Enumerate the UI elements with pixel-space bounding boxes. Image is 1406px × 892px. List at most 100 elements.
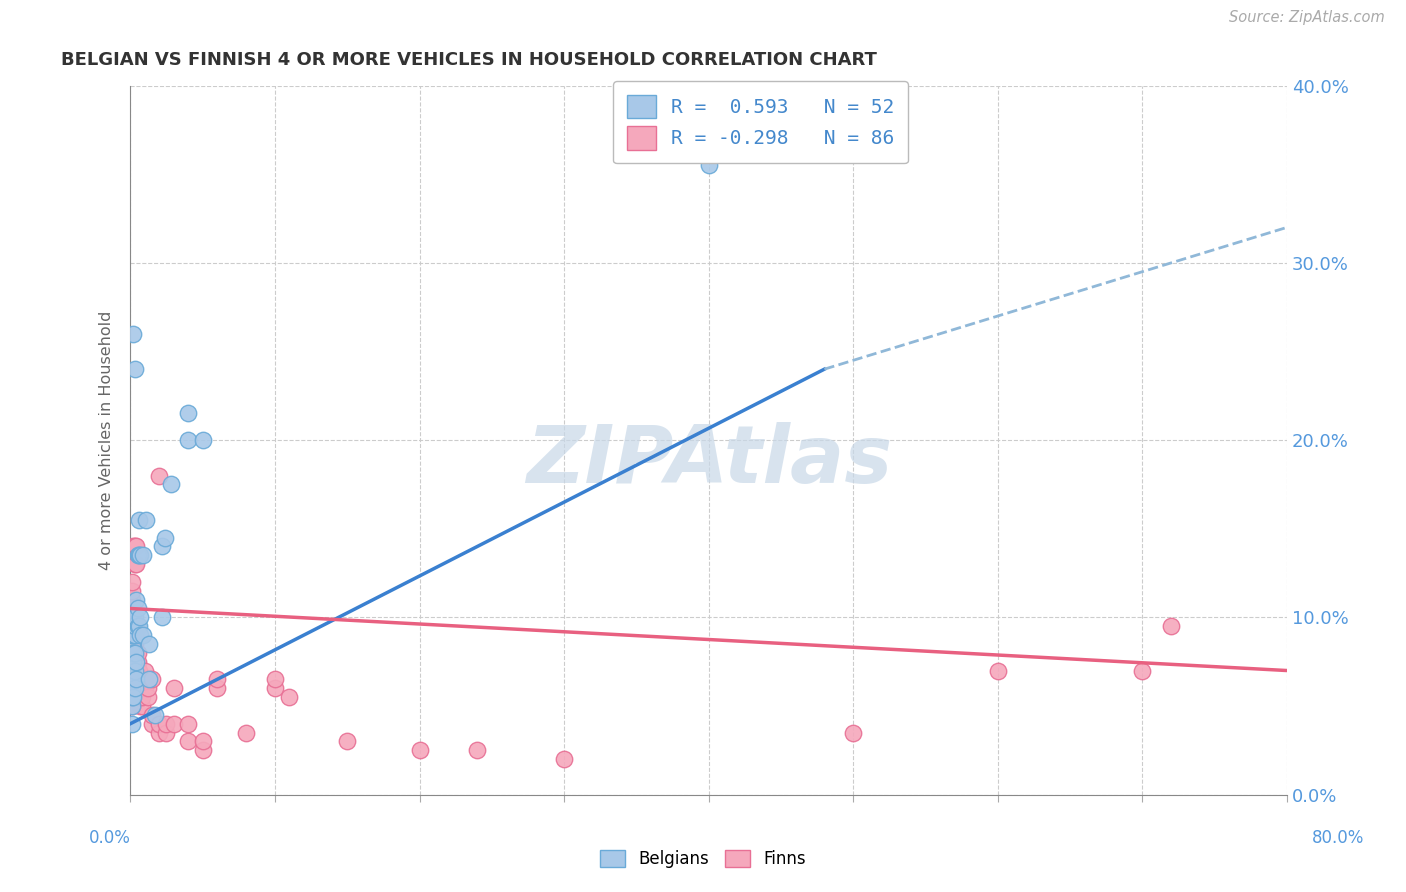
Point: [121, 690, 143, 705]
Point: [842, 725, 865, 739]
Point: [124, 646, 146, 660]
Point: [128, 513, 150, 527]
Point: [467, 743, 489, 757]
Point: [134, 664, 156, 678]
Point: [121, 716, 143, 731]
Point: [122, 610, 145, 624]
Point: [124, 362, 146, 376]
Legend: R =  0.593   N = 52, R = -0.298   N = 86: R = 0.593 N = 52, R = -0.298 N = 86: [613, 81, 908, 163]
Point: [136, 690, 159, 705]
Point: [138, 637, 160, 651]
Point: [121, 664, 143, 678]
Point: [124, 557, 146, 571]
Point: [1160, 619, 1182, 633]
Point: [122, 690, 145, 705]
Text: BELGIAN VS FINNISH 4 OR MORE VEHICLES IN HOUSEHOLD CORRELATION CHART: BELGIAN VS FINNISH 4 OR MORE VEHICLES IN…: [60, 51, 877, 69]
Point: [121, 646, 143, 660]
Point: [134, 681, 156, 696]
Point: [141, 673, 163, 687]
Point: [121, 655, 143, 669]
Point: [121, 690, 143, 705]
Point: [122, 628, 145, 642]
Point: [124, 664, 146, 678]
Point: [121, 681, 143, 696]
Point: [127, 681, 149, 696]
Point: [121, 628, 143, 642]
Point: [697, 158, 720, 172]
Point: [141, 707, 163, 722]
Point: [129, 628, 152, 642]
Point: [124, 628, 146, 642]
Point: [159, 477, 181, 491]
Point: [129, 549, 152, 563]
Point: [121, 574, 143, 589]
Point: [125, 655, 148, 669]
Point: [122, 540, 145, 554]
Point: [177, 734, 200, 748]
Point: [127, 646, 149, 660]
Point: [121, 610, 143, 624]
Point: [191, 433, 214, 447]
Point: [128, 664, 150, 678]
Point: [121, 681, 143, 696]
Point: [191, 734, 214, 748]
Point: [125, 592, 148, 607]
Point: [122, 655, 145, 669]
Point: [264, 681, 287, 696]
Point: [127, 549, 149, 563]
Point: [128, 619, 150, 633]
Point: [121, 646, 143, 660]
Point: [1132, 664, 1154, 678]
Point: [121, 637, 143, 651]
Point: [129, 698, 152, 713]
Point: [121, 583, 143, 598]
Point: [121, 655, 143, 669]
Point: [129, 681, 152, 696]
Point: [122, 646, 145, 660]
Point: [136, 681, 159, 696]
Point: [121, 628, 143, 642]
Point: [264, 673, 287, 687]
Point: [122, 673, 145, 687]
Point: [127, 673, 149, 687]
Point: [125, 655, 148, 669]
Point: [177, 716, 200, 731]
Point: [121, 592, 143, 607]
Point: [127, 601, 149, 615]
Point: [125, 557, 148, 571]
Point: [987, 664, 1010, 678]
Point: [124, 540, 146, 554]
Point: [278, 690, 301, 705]
Point: [124, 646, 146, 660]
Point: [121, 619, 143, 633]
Point: [124, 673, 146, 687]
Point: [124, 637, 146, 651]
Point: [127, 664, 149, 678]
Text: Source: ZipAtlas.com: Source: ZipAtlas.com: [1229, 11, 1385, 25]
Point: [127, 619, 149, 633]
Legend: Belgians, Finns: Belgians, Finns: [593, 843, 813, 875]
Point: [132, 549, 155, 563]
Point: [124, 664, 146, 678]
Point: [121, 698, 143, 713]
Point: [122, 673, 145, 687]
Point: [148, 468, 170, 483]
Point: [131, 690, 153, 705]
Point: [408, 743, 430, 757]
Point: [121, 664, 143, 678]
Point: [134, 673, 156, 687]
Point: [155, 725, 177, 739]
Point: [122, 326, 145, 341]
Point: [121, 637, 143, 651]
Point: [122, 646, 145, 660]
Point: [125, 664, 148, 678]
Point: [128, 549, 150, 563]
Point: [205, 681, 228, 696]
Point: [205, 673, 228, 687]
Point: [121, 601, 143, 615]
Point: [122, 619, 145, 633]
Point: [150, 610, 173, 624]
Point: [124, 610, 146, 624]
Point: [177, 433, 200, 447]
Point: [191, 743, 214, 757]
